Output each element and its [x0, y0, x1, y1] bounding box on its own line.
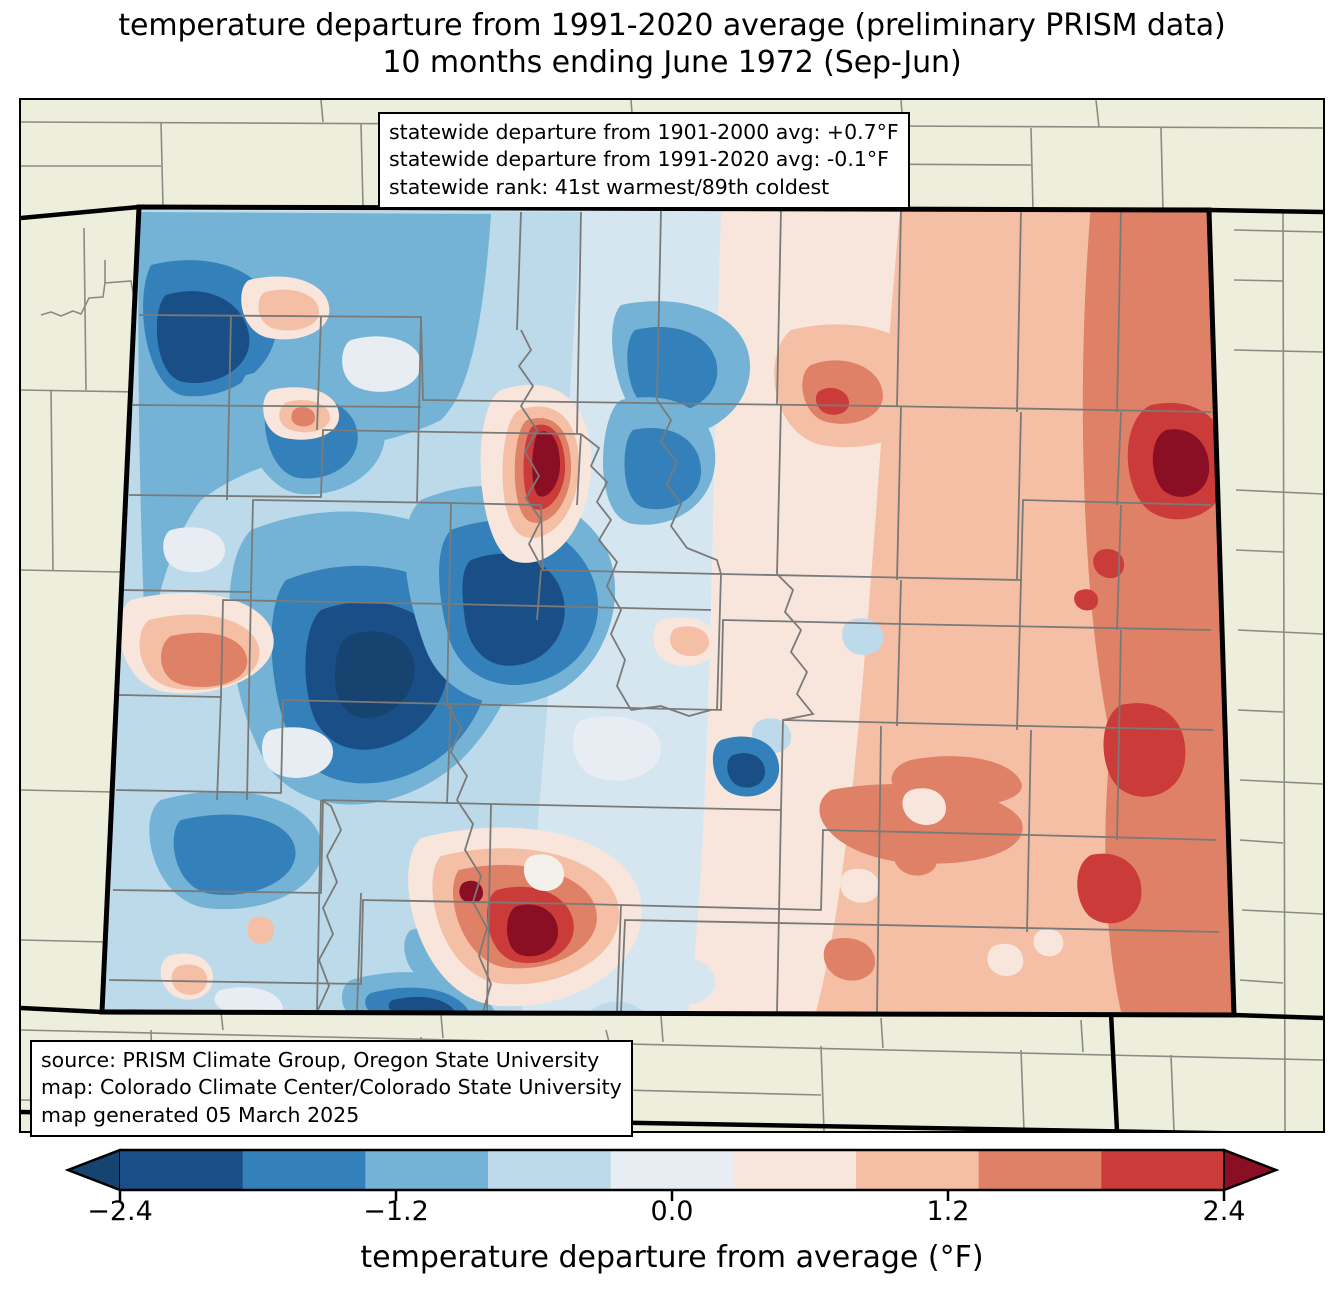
colorbar-cell	[610, 1150, 734, 1190]
colorbar-tick-label: 0.0	[650, 1196, 694, 1227]
colorado-county-lines	[104, 209, 1220, 1013]
colorbar-cell	[978, 1150, 1102, 1190]
colorbar-tick-label: 1.2	[926, 1196, 970, 1227]
colorbar-cell	[488, 1150, 612, 1190]
colorbar-tick-labels: −2.4 −1.2 0.0 1.2 2.4	[0, 1196, 1344, 1236]
stat-departure-1991-2020: statewide departure from 1991-2020 avg: …	[389, 147, 889, 172]
colorbar-extend-high	[1223, 1148, 1279, 1192]
colorbar-axis-label: temperature departure from average (°F)	[360, 1240, 984, 1275]
colorbar	[0, 1146, 1344, 1206]
colorbar-cells	[64, 1148, 1280, 1192]
stat-departure-1901-2000: statewide departure from 1901-2000 avg: …	[389, 120, 899, 144]
title-line-1: temperature departure from 1991-2020 ave…	[118, 8, 1226, 43]
colorbar-cell	[242, 1150, 366, 1190]
source-attribution-box: source: PRISM Climate Group, Oregon Stat…	[30, 1040, 633, 1137]
colorbar-cell	[365, 1150, 489, 1190]
stat-statewide-rank: statewide rank: 41st warmest/89th coldes…	[389, 174, 830, 199]
colorbar-svg	[64, 1148, 1280, 1201]
statewide-stats-box: statewide departure from 1901-2000 avg: …	[378, 112, 910, 209]
colorbar-extend-low	[65, 1148, 121, 1192]
map-svg	[21, 100, 1323, 1131]
colorbar-ticks	[118, 1190, 1226, 1201]
figure-title: temperature departure from 1991-2020 ave…	[0, 8, 1344, 81]
map-generated-date: map generated 05 March 2025	[41, 1102, 360, 1127]
colorbar-cell	[120, 1150, 244, 1190]
colorbar-tick-label: −2.4	[87, 1196, 153, 1227]
colorbar-tick-label: −1.2	[363, 1196, 429, 1227]
source-map: map: Colorado Climate Center/Colorado St…	[41, 1075, 622, 1100]
temperature-contour-field	[102, 207, 1234, 1015]
colorbar-cell	[856, 1150, 980, 1190]
colorbar-cell	[733, 1150, 857, 1190]
title-line-2: 10 months ending June 1972 (Sep-Jun)	[382, 44, 962, 80]
colorbar-cell	[1101, 1150, 1225, 1190]
map-canvas	[19, 98, 1325, 1133]
colorbar-tick-label: 2.4	[1202, 1196, 1246, 1227]
source-data: source: PRISM Climate Group, Oregon Stat…	[41, 1048, 600, 1072]
